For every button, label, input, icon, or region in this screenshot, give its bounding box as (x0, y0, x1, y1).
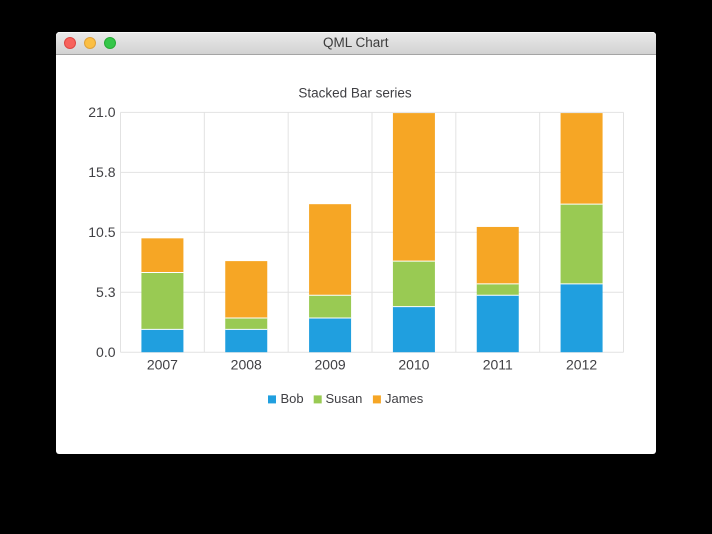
svg-text:2011: 2011 (483, 357, 513, 373)
svg-text:21.0: 21.0 (88, 104, 115, 120)
svg-text:2007: 2007 (147, 357, 178, 373)
svg-text:2012: 2012 (566, 357, 597, 373)
svg-text:10.5: 10.5 (88, 224, 115, 240)
svg-text:2010: 2010 (398, 357, 429, 373)
svg-text:Susan: Susan (326, 391, 363, 406)
svg-text:Bob: Bob (281, 391, 304, 406)
svg-text:5.3: 5.3 (96, 284, 116, 300)
svg-text:James: James (385, 391, 424, 406)
svg-text:0.0: 0.0 (96, 344, 116, 360)
svg-text:Stacked Bar series: Stacked Bar series (298, 85, 412, 100)
svg-text:2008: 2008 (231, 357, 262, 373)
svg-text:2009: 2009 (315, 357, 346, 373)
svg-text:15.8: 15.8 (88, 164, 115, 180)
